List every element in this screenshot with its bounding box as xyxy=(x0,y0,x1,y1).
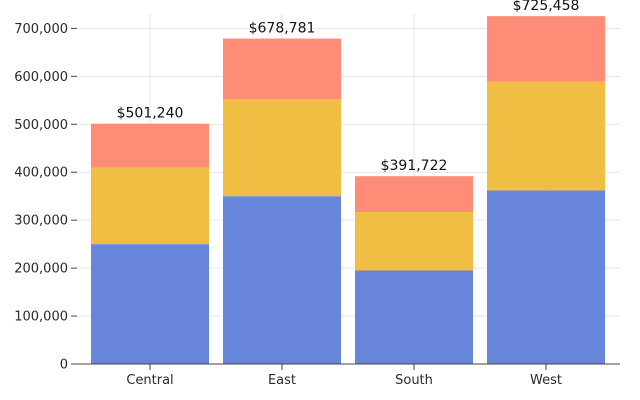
bar-segment-west-2 xyxy=(487,81,605,191)
y-tick-label: 100,000 xyxy=(14,310,68,325)
bar-segment-central-3 xyxy=(91,123,209,168)
y-tick-label: 200,000 xyxy=(14,262,68,277)
bars xyxy=(91,16,605,364)
bar-segment-south-3 xyxy=(355,176,473,213)
data-labels: $501,240 $678,781 $391,722 $725,458 xyxy=(117,0,580,174)
bar-segment-east-3 xyxy=(223,38,341,100)
bar-segment-central-2 xyxy=(91,167,209,245)
y-tick-label: 500,000 xyxy=(14,118,68,133)
bar-segment-central-1 xyxy=(91,244,209,364)
bar-segment-west-1 xyxy=(487,190,605,364)
bar-segment-east-1 xyxy=(223,196,341,364)
x-tick-label: South xyxy=(395,373,433,388)
bar-segment-west-3 xyxy=(487,16,605,82)
total-label: $725,458 xyxy=(513,0,580,14)
y-tick-label: 300,000 xyxy=(14,214,68,229)
x-tick-label: Central xyxy=(126,373,173,388)
total-label: $501,240 xyxy=(117,106,184,122)
y-tick-label: 600,000 xyxy=(14,70,68,85)
total-label: $678,781 xyxy=(249,21,316,37)
bar-segment-south-1 xyxy=(355,270,473,364)
total-label: $391,722 xyxy=(381,158,448,174)
axes: 0 100,000 200,000 300,000 400,000 500,000 600,… xyxy=(14,22,620,388)
bar-segment-east-2 xyxy=(223,99,341,197)
x-tick-label: West xyxy=(530,373,562,388)
bar-segment-south-2 xyxy=(355,212,473,271)
y-tick-label: 400,000 xyxy=(14,166,68,181)
y-tick-label: 700,000 xyxy=(14,22,68,37)
y-tick-label: 0 xyxy=(60,358,68,373)
x-tick-label: East xyxy=(268,373,296,388)
